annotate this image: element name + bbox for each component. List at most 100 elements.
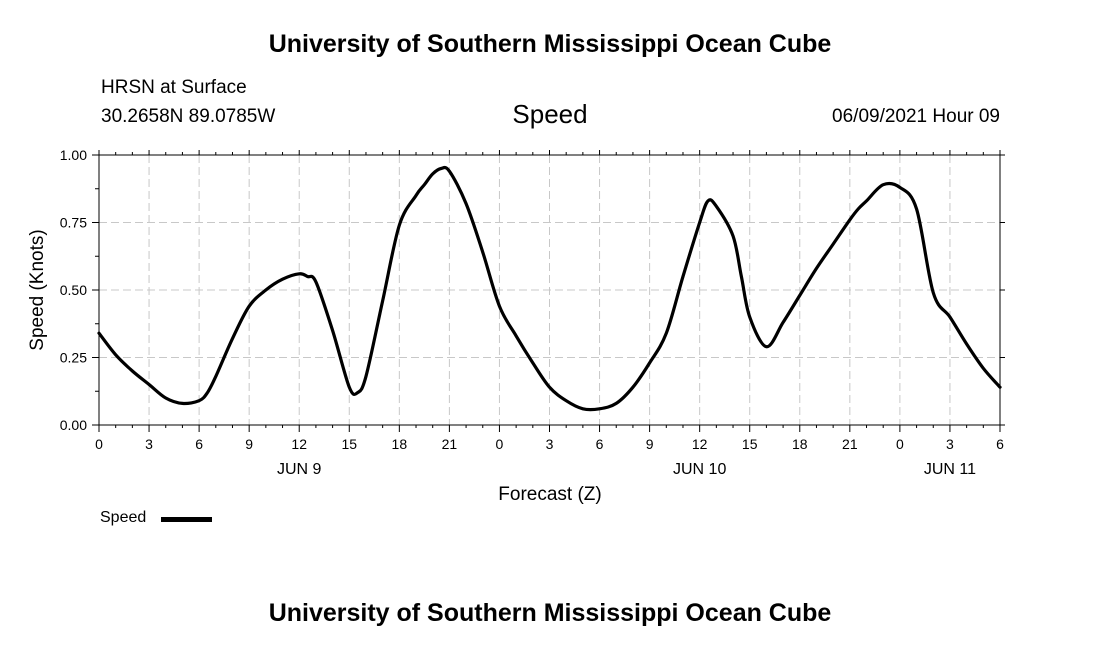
speed-data-point (782, 321, 784, 323)
speed-data-point (315, 281, 317, 283)
x-tick-label: 21 (442, 436, 458, 452)
speed-data-point (532, 362, 534, 364)
forecast-datetime: 06/09/2021 Hour 09 (832, 106, 1000, 127)
y-tick-label: 0.75 (60, 215, 87, 231)
speed-data-point (615, 402, 617, 404)
speed-data-point (882, 184, 884, 186)
speed-data-point (482, 251, 484, 253)
speed-data-point (515, 335, 517, 337)
x-tick-label: 3 (946, 436, 954, 452)
coordinates-label: 30.2658N 89.0785W (101, 106, 276, 127)
x-tick-label: 21 (842, 436, 858, 452)
speed-data-point (598, 408, 601, 410)
grid-lines (99, 155, 1000, 425)
x-tick-label: 6 (996, 436, 1004, 452)
speed-data-point (865, 200, 868, 202)
variable-title: Speed (512, 99, 588, 129)
speed-data-point (415, 194, 417, 197)
speed-data-point (740, 275, 742, 278)
speed-data-point (682, 275, 684, 278)
speed-data-point (331, 329, 334, 332)
x-tick-label: 0 (496, 436, 504, 452)
speed-data-point (982, 367, 984, 369)
page-title: University of Southern Mississippi Ocean… (268, 30, 832, 58)
speed-data-point (899, 186, 901, 188)
legend-swatch (161, 517, 212, 522)
speed-data-point (999, 386, 1001, 388)
speed-data-point (348, 386, 350, 388)
series-layer (97, 165, 1002, 412)
speed-data-point (498, 305, 501, 307)
legend-label: Speed (100, 509, 147, 526)
x-tick-label: 6 (195, 436, 203, 452)
speed-data-point (699, 221, 701, 224)
x-tick-label: 15 (742, 436, 758, 452)
speed-data-point (298, 273, 300, 275)
speed-data-point (548, 386, 551, 388)
speed-data-point (707, 200, 709, 202)
speed-data-point (799, 294, 801, 296)
speed-data-point (749, 316, 751, 318)
speed-data-point (732, 235, 734, 237)
speed-data-point (231, 338, 234, 340)
speed-data-point (432, 173, 434, 175)
y-tick-label: 1.00 (60, 147, 87, 163)
speed-data-point (465, 203, 467, 205)
x-tick-label: 3 (546, 436, 554, 452)
x-tick-label: 15 (341, 436, 357, 452)
x-tick-label: 0 (896, 436, 904, 452)
y-tick-label: 0.25 (60, 350, 87, 366)
x-tick-label: 9 (646, 436, 654, 452)
speed-data-point (565, 400, 567, 402)
x-tick-label: 6 (596, 436, 604, 452)
axes: 0 3 6 9 12 15 18 21 0 3 6 9 12 15 18 21 0 3 6 0.00 0.25 0.50 0… (60, 147, 1005, 478)
x-tick-label: 18 (792, 436, 808, 452)
speed-data-point (949, 316, 951, 318)
x-tick-label: 12 (291, 436, 307, 452)
speed-data-point (849, 219, 851, 221)
speed-data-point (131, 370, 133, 372)
speed-data-point (215, 375, 217, 377)
speed-data-point (98, 332, 100, 334)
speed-data-point (582, 408, 584, 410)
speed-data-point (398, 224, 400, 226)
speed-data-point (165, 397, 167, 399)
speed-data-point (306, 275, 309, 278)
speed-data-point (649, 362, 651, 364)
speed-data-point (665, 332, 667, 334)
y-axis-label: Speed (Knots) (27, 229, 48, 350)
speed-data-point (365, 375, 367, 377)
y-tick-label: 0.50 (60, 282, 87, 298)
x-tick-label: 0 (95, 436, 103, 452)
speed-data-point (198, 400, 200, 402)
footer-title: University of Southern Mississippi Ocean… (268, 599, 832, 627)
speed-data-point (765, 346, 768, 348)
date-label: JUN 9 (277, 461, 322, 478)
speed-data-point (815, 267, 818, 269)
speed-data-point (440, 167, 442, 170)
y-tick-label: 0.00 (60, 417, 87, 433)
x-tick-label: 12 (692, 436, 708, 452)
speed-data-point (148, 383, 150, 386)
date-label: JUN 10 (673, 461, 726, 478)
speed-data-point (915, 208, 918, 210)
date-label: JUN 11 (924, 461, 976, 478)
speed-data-point (966, 343, 968, 345)
speed-data-point (832, 243, 834, 245)
station-label: HRSN at Surface (101, 77, 247, 98)
speed-data-point (632, 386, 634, 388)
speed-data-point (423, 184, 425, 186)
x-axis-label: Forecast (Z) (498, 484, 601, 505)
x-tick-label: 3 (145, 436, 153, 452)
speed-data-point (932, 292, 934, 294)
speed-data-point (857, 208, 859, 210)
speed-data-point (115, 354, 117, 356)
speed-data-point (181, 402, 184, 404)
x-tick-label: 9 (245, 436, 253, 452)
speed-data-point (357, 392, 359, 394)
speed-data-point (265, 289, 267, 291)
speed-data-point (448, 170, 450, 172)
x-tick-label: 18 (392, 436, 408, 452)
speed-data-point (715, 205, 717, 207)
